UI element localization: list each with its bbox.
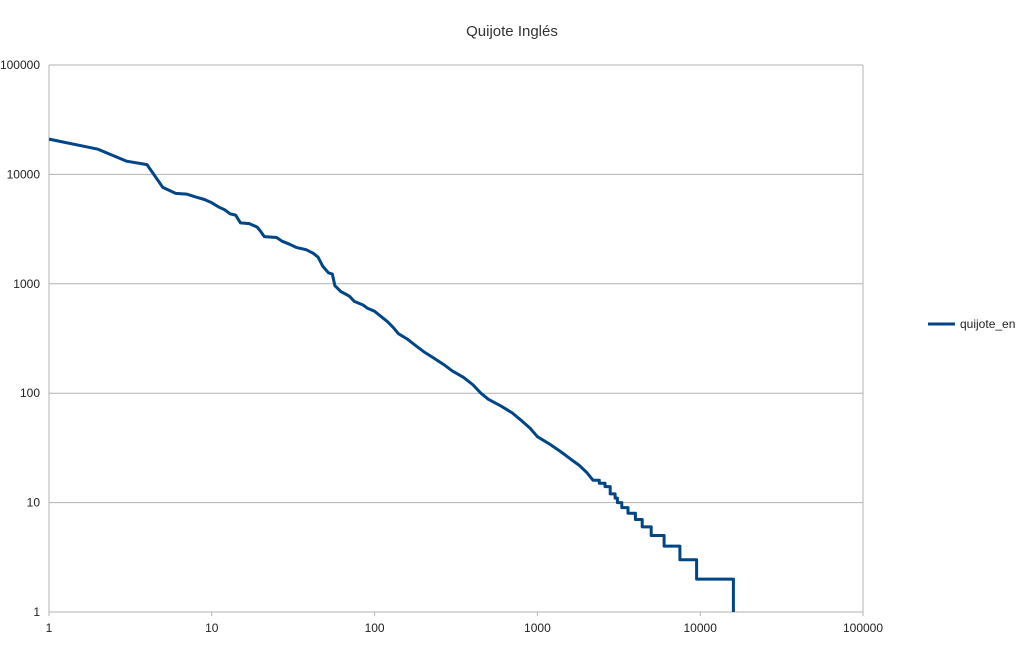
series-line-quijote-en xyxy=(48,137,735,612)
legend-label: quijote_en xyxy=(960,317,1015,331)
x-tick-label: 100000 xyxy=(843,621,883,635)
y-tick-label: 10 xyxy=(27,496,41,510)
y-tick-label: 1000 xyxy=(13,277,40,291)
x-tick-label: 10000 xyxy=(684,621,718,635)
y-tick-label: 100000 xyxy=(0,58,40,72)
series-layer xyxy=(48,137,735,612)
y-tick-label: 1 xyxy=(33,605,40,619)
x-tick-label: 1000 xyxy=(524,621,551,635)
chart-title: Quijote Inglés xyxy=(466,23,558,40)
x-tick-label: 1 xyxy=(46,621,53,635)
x-tick-label: 10 xyxy=(205,621,219,635)
x-tick-label: 100 xyxy=(365,621,385,635)
legend: quijote_en xyxy=(928,317,1015,331)
y-tick-label: 10000 xyxy=(7,167,41,181)
y-tick-label: 100 xyxy=(20,386,40,400)
grid-layer xyxy=(49,64,863,613)
axis-layer: 1 10 100 1000 10000 100000 1 10 100 1000 10000 1000… xyxy=(0,58,883,635)
